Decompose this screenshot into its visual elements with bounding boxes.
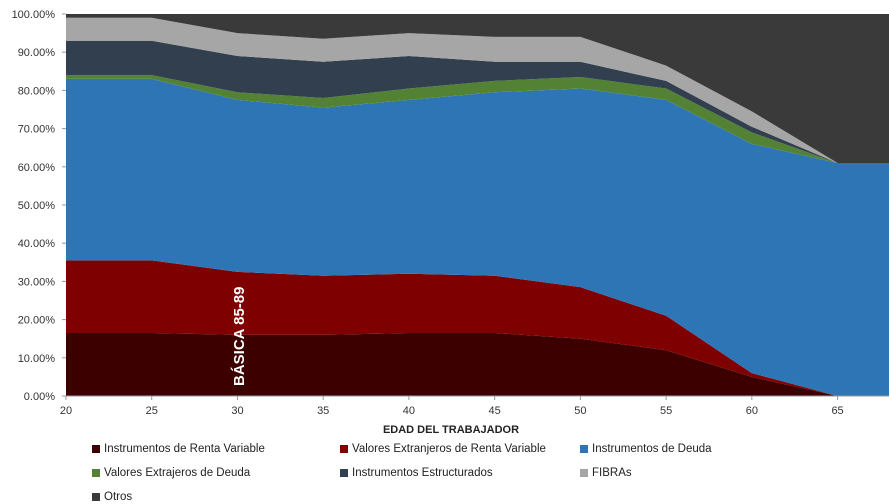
legend-swatch (340, 445, 348, 453)
x-tick-label: 35 (317, 405, 329, 417)
x-axis: 20 25 30 35 40 45 50 55 60 65 (60, 395, 889, 417)
legend-swatch (580, 469, 588, 477)
legend-item: Otros (92, 491, 132, 503)
y-tick-label: 80.00% (18, 85, 56, 97)
legend-label: FIBRAs (592, 467, 632, 479)
y-tick-label: 90.00% (18, 47, 56, 59)
area-series-6 (66, 17, 889, 163)
area-series-1 (66, 333, 889, 396)
y-tick-label: 0.00% (24, 391, 55, 403)
legend-swatch (340, 469, 348, 477)
legend-swatch (92, 445, 100, 453)
x-tick-label: 45 (489, 405, 501, 417)
legend-label: Instrumentos de Deuda (592, 443, 712, 455)
legend-item: Valores Extrajeros de Deuda (92, 467, 250, 479)
x-tick-label: 55 (660, 405, 672, 417)
y-tick-label: 10.00% (18, 353, 56, 365)
y-tick-label: 50.00% (18, 200, 56, 212)
legend-label: Valores Extranjeros de Renta Variable (352, 443, 546, 455)
y-tick-label: 70.00% (18, 124, 56, 136)
x-tick-label: 60 (746, 405, 758, 417)
area-series-3 (66, 78, 889, 397)
area-series-group (66, 14, 889, 397)
legend-label: Instrumentos de Renta Variable (104, 443, 265, 455)
y-tick-label: 20.00% (18, 315, 56, 327)
y-axis: 0.00% 10.00% 20.00% 30.00% 40.00% 50.00% 60.00… (12, 9, 66, 403)
legend-label: Otros (104, 491, 133, 503)
legend-item: Instrumentos de Renta Variable (92, 443, 265, 455)
y-tick-label: 30.00% (18, 276, 56, 288)
legend-item: Instrumentos Estructurados (340, 467, 493, 479)
x-tick-label: 40 (403, 405, 415, 417)
legend-item: FIBRAs (580, 467, 632, 479)
area-series-5 (66, 40, 889, 164)
x-tick-label: 20 (60, 405, 72, 417)
x-tick-label: 25 (146, 405, 158, 417)
legend-swatch (92, 469, 100, 477)
y-tick-label: 40.00% (18, 238, 56, 250)
legend-swatch (92, 493, 100, 501)
chart-annotation: BÁSICA 85-89 (231, 287, 248, 386)
legend-label: Valores Extrajeros de Deuda (104, 467, 251, 479)
legend-item: Valores Extranjeros de Renta Variable (340, 443, 546, 455)
legend-item: Instrumentos de Deuda (580, 443, 712, 455)
area-series-4 (66, 75, 889, 163)
x-tick-label: 65 (831, 405, 843, 417)
x-axis-label: EDAD DEL TRABAJADOR (383, 424, 519, 436)
y-tick-label: 60.00% (18, 162, 56, 174)
x-tick-label: 50 (574, 405, 586, 417)
area-series-2 (66, 260, 889, 396)
y-tick-label: 100.00% (12, 9, 56, 21)
area-series-7 (66, 14, 889, 163)
legend-swatch (580, 445, 588, 453)
legend-label: Instrumentos Estructurados (352, 467, 493, 479)
x-tick-label: 30 (231, 405, 243, 417)
